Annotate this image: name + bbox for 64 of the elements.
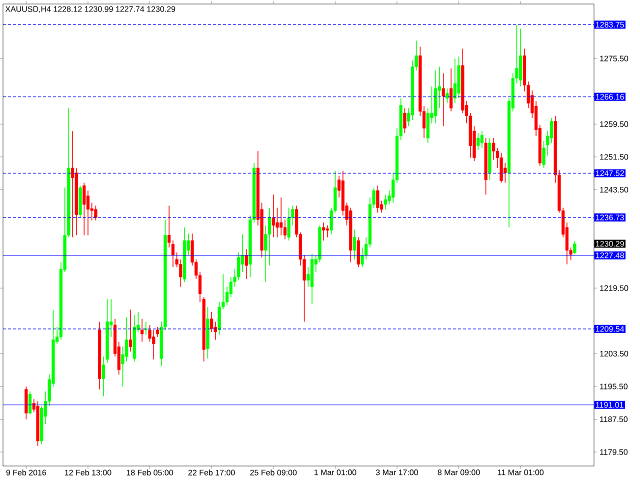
candlestick <box>94 205 98 221</box>
candlestick <box>272 194 275 238</box>
candlestick <box>283 219 287 240</box>
candlestick <box>403 108 406 134</box>
candlestick <box>214 321 218 340</box>
candlestick <box>356 236 360 268</box>
ref-line-label: 1191.01 <box>596 402 624 408</box>
candlestick <box>125 316 128 362</box>
x-tick-label: 18 Feb 05:00 <box>126 470 174 476</box>
candlestick <box>268 207 272 266</box>
y-tick-label: 1195.50 <box>600 384 628 390</box>
candlestick <box>573 240 576 255</box>
candlestick <box>453 58 456 104</box>
candlestick <box>326 224 330 238</box>
y-tick-label: 1251.50 <box>600 154 628 160</box>
candlestick <box>446 88 449 104</box>
candlestick <box>480 130 484 148</box>
candlestick <box>179 258 182 288</box>
ref-line-label: 1209.54 <box>596 326 624 332</box>
x-tick-label: 12 Feb 13:00 <box>65 470 112 476</box>
candlestick <box>140 318 144 342</box>
chart-title: XAUUSD,H4 1228.12 1230.99 1227.74 1230.29 <box>5 6 176 13</box>
candlestick <box>24 386 28 420</box>
y-tick-label: 1187.50 <box>600 416 628 422</box>
candlestick <box>352 229 356 260</box>
candlestick <box>152 330 156 360</box>
y-tick-label: 1203.50 <box>600 350 628 357</box>
x-tick-label: 3 Mar 17:00 <box>376 470 418 476</box>
candlestick <box>291 205 294 226</box>
x-tick-label: 1 Mar 01:00 <box>314 470 356 476</box>
candlestick <box>476 132 480 150</box>
candlestick <box>28 390 32 415</box>
candlestick <box>500 152 503 184</box>
x-tick-label: 8 Mar 09:00 <box>438 470 480 476</box>
ref-line-label: 1236.73 <box>596 214 624 220</box>
x-tick-label: 9 Feb 2016 <box>6 470 46 476</box>
candlestick <box>442 72 445 127</box>
candlestick <box>322 222 326 241</box>
ref-line-label: 1266.16 <box>596 94 624 100</box>
candlestick <box>287 207 290 241</box>
x-tick-label: 25 Feb 09:00 <box>250 470 297 476</box>
y-tick-label: 1275.50 <box>600 56 628 62</box>
y-tick-label: 1243.50 <box>600 186 628 193</box>
text: 1230.29 <box>596 240 624 247</box>
candlestick <box>384 194 387 210</box>
ref-line-label: 1283.75 <box>596 22 624 28</box>
candlestick <box>144 321 148 336</box>
x-tick-label: 22 Feb 17:00 <box>188 470 235 476</box>
y-tick-label: 1219.50 <box>600 285 628 291</box>
candlestick <box>450 68 453 112</box>
candlestick <box>128 309 132 352</box>
candlestick <box>280 197 283 236</box>
ref-line-label: 1247.52 <box>596 170 624 176</box>
candlestick <box>542 140 546 168</box>
ref-line-label: 1227.48 <box>596 252 624 258</box>
candlestick <box>376 185 380 214</box>
candlestick <box>244 248 248 280</box>
candlestick <box>70 130 74 238</box>
x-tick-label: 11 Mar 01:00 <box>498 470 544 476</box>
candlestick <box>82 182 86 236</box>
y-tick-label: 1179.50 <box>600 449 628 455</box>
y-tick-label: 1259.50 <box>600 121 628 127</box>
candlestick <box>218 302 221 336</box>
candlestick <box>550 118 554 144</box>
